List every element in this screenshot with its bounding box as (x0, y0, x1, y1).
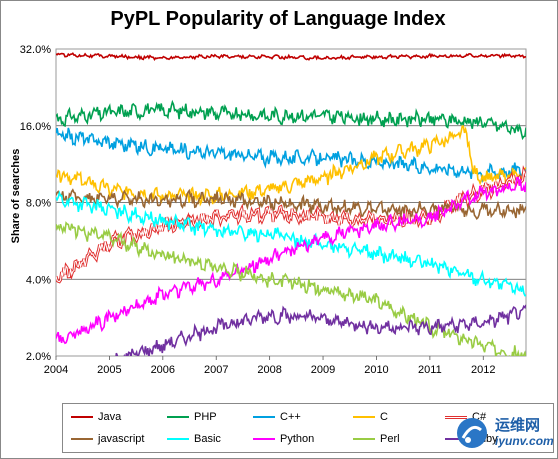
x-tick-label: 2011 (418, 364, 442, 376)
series-line-inner-c (56, 168, 526, 283)
legend-swatch (71, 438, 93, 440)
legend-item: Python (253, 431, 314, 447)
y-tick-label: 16.0% (20, 121, 51, 133)
legend-item: PHP (167, 409, 217, 425)
legend-swatch (445, 438, 467, 440)
series-line-java (56, 52, 526, 61)
series-line-ruby (115, 304, 526, 356)
legend-item: C++ (253, 409, 301, 425)
legend-label: Python (280, 433, 315, 445)
y-tick-label: 4.0% (26, 274, 51, 286)
legend-swatch (167, 416, 189, 418)
x-tick-label: 2008 (257, 364, 281, 376)
y-tick-label: 8.0% (26, 198, 51, 210)
chart-title: PyPL Popularity of Language Index (110, 8, 446, 30)
legend-label: Perl (380, 433, 400, 445)
x-tick-label: 2004 (44, 364, 68, 376)
x-tick-label: 2009 (311, 364, 335, 376)
x-tick-label: 2007 (204, 364, 228, 376)
series-line-javascript (56, 188, 526, 221)
watermark-logo-icon (457, 418, 487, 448)
legend-swatch (253, 438, 275, 440)
legend-swatch (445, 415, 467, 419)
legend-item: C (353, 409, 388, 425)
series-line-basic (56, 190, 526, 297)
legend-item: Basic (167, 431, 221, 447)
series-line-python (56, 176, 526, 345)
legend-label: PHP (194, 411, 217, 423)
chart-plot: 32.0% 16.0% 8.0% 4.0% 2.0%2004 2005 2006 2007 20… (20, 44, 527, 376)
legend-swatch (167, 438, 189, 440)
legend-swatch (353, 416, 375, 418)
x-tick-label: 2006 (151, 364, 175, 376)
legend-label: Java (98, 411, 122, 423)
x-tick-label: 2010 (364, 364, 388, 376)
watermark: 运维网 iyunv.com (455, 412, 555, 454)
legend-label: Basic (194, 433, 221, 445)
watermark-url-text: iyunv.com (495, 434, 554, 448)
plot-area-border (55, 48, 527, 357)
legend-item: Java (71, 409, 121, 425)
tick-labels: 32.0% 16.0% 8.0% 4.0% 2.0%2004 2005 2006 2007 20… (20, 44, 496, 376)
legend-label: C++ (280, 411, 301, 423)
x-tick-label: 2005 (97, 364, 121, 376)
y-tick-label: 2.0% (26, 351, 51, 363)
axes (55, 48, 527, 360)
legend-item: Perl (353, 431, 400, 447)
legend-label: C (380, 411, 388, 423)
legend-label: javascript (98, 433, 145, 445)
series-line-c (56, 125, 526, 207)
legend-swatch (253, 416, 275, 418)
series-line-perl (56, 221, 526, 356)
series-lines (56, 52, 526, 356)
series-line-php (56, 99, 526, 141)
legend-item: javascript (71, 431, 144, 447)
watermark-cn-text: 运维网 (495, 416, 541, 434)
y-tick-label: 32.0% (20, 44, 51, 56)
x-tick-label: 2012 (471, 364, 495, 376)
legend-swatch (71, 416, 93, 418)
series-line-c (56, 127, 526, 184)
legend-swatch (353, 438, 375, 440)
